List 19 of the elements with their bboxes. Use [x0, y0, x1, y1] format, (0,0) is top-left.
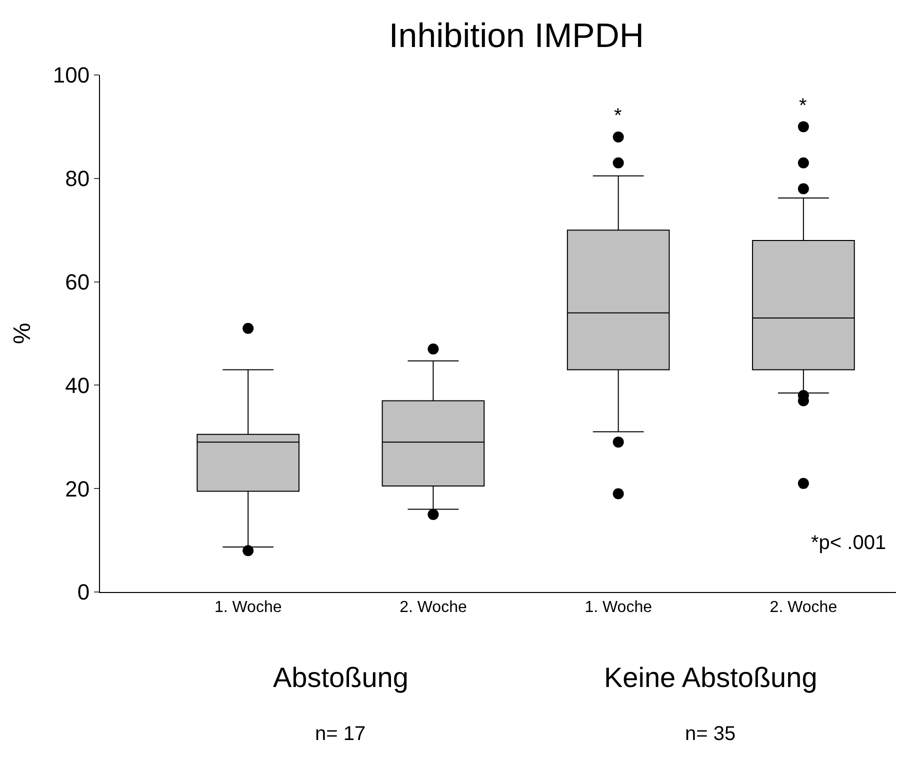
y-axis-title: % — [8, 322, 36, 344]
annotation: * — [614, 105, 622, 127]
text: Abstoßung — [273, 662, 408, 693]
text: n= 17 — [315, 723, 366, 745]
annotation: * — [799, 95, 807, 117]
x-tick-label: 2. Woche — [400, 599, 467, 616]
y-tick-label: 100 — [52, 62, 90, 88]
text: Keine Abstoßung — [604, 662, 818, 693]
x-tick-label: 1. Woche — [214, 599, 282, 616]
text: n= 35 — [685, 723, 736, 745]
x-tick-label: 1. Woche — [584, 599, 652, 616]
y-tick-label: 60 — [65, 270, 90, 294]
annotation: *p< .001 — [811, 532, 886, 554]
y-tick-label: 0 — [77, 580, 90, 605]
x-tick-label: 2. Woche — [770, 599, 838, 616]
y-tick-label: 40 — [65, 372, 90, 398]
chart-title: Inhibition IMPDH — [388, 16, 644, 55]
y-tick-label: 80 — [65, 166, 90, 192]
y-tick-label: 20 — [65, 476, 90, 502]
